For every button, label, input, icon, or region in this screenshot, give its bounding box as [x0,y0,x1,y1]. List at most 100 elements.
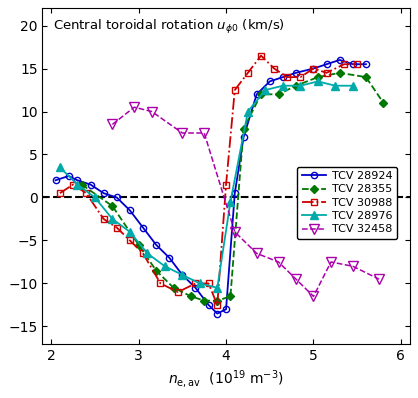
TCV 28924 [241,135,246,140]
TCV 28924 [293,70,298,75]
TCV 30988 [215,302,220,307]
TCV 28355 [136,242,141,247]
TCV 28976 [57,165,62,170]
TCV 28355 [110,204,115,209]
TCV 28924 [267,79,272,84]
TCV 30988 [355,62,360,66]
TCV 30988 [140,251,145,256]
TCV 30988 [127,238,133,243]
TCV 30988 [176,290,181,295]
TCV 28976 [110,217,115,221]
TCV 28924 [337,58,342,62]
TCV 30988 [71,182,76,187]
TCV 30988 [232,88,237,92]
TCV 28924 [350,62,355,66]
TCV 28355 [381,101,386,105]
TCV 28976 [298,83,303,88]
TCV 32458 [149,109,154,114]
TCV 32458 [377,277,382,281]
TCV 28355 [171,285,176,290]
Line: TCV 28976: TCV 28976 [56,78,357,292]
TCV 30988 [285,75,290,80]
TCV 32458 [180,131,185,135]
TCV 30988 [298,75,303,80]
TCV 28924 [224,307,229,312]
TCV 32458 [311,294,316,299]
TCV 30988 [101,217,106,221]
TCV 28355 [337,70,342,75]
Line: TCV 30988: TCV 30988 [57,53,360,308]
TCV 28924 [66,174,71,178]
TCV 32458 [232,230,237,234]
TCV 32458 [254,251,259,256]
TCV 28976 [333,83,338,88]
TCV 28355 [258,92,263,97]
TCV 28924 [215,311,220,316]
Legend: TCV 28924, TCV 28355, TCV 30988, TCV 28976, TCV 32458: TCV 28924, TCV 28355, TCV 30988, TCV 289… [297,167,397,239]
TCV 28976 [280,83,285,88]
TCV 30988 [158,281,163,286]
TCV 30988 [114,225,119,230]
TCV 28924 [140,225,145,230]
TCV 28355 [215,298,220,303]
TCV 28924 [232,191,237,195]
TCV 28924 [324,62,329,66]
TCV 28924 [206,302,211,307]
TCV 28976 [315,79,320,84]
TCV 32458 [350,264,355,269]
TCV 28355 [363,75,368,80]
TCV 28976 [350,83,355,88]
TCV 30988 [245,70,250,75]
TCV 28924 [363,62,368,66]
TCV 28976 [75,182,80,187]
TCV 28976 [180,273,185,277]
TCV 28976 [127,230,133,234]
TCV 30988 [84,191,89,195]
TCV 30988 [342,62,347,66]
TCV 32458 [110,122,115,127]
TCV 30988 [272,66,277,71]
TCV 28355 [202,298,207,303]
Line: TCV 32458: TCV 32458 [108,103,384,301]
TCV 28355 [276,92,281,97]
TCV 32458 [132,105,137,109]
TCV 32458 [293,277,298,281]
TCV 28924 [153,242,158,247]
TCV 32458 [329,259,334,264]
TCV 28976 [162,264,167,269]
TCV 28355 [293,83,298,88]
TCV 28976 [245,109,250,114]
TCV 30988 [324,70,329,75]
TCV 28924 [53,178,58,183]
TCV 28976 [145,251,150,256]
TCV 28924 [127,208,133,213]
TCV 28976 [215,285,220,290]
TCV 28924 [88,182,93,187]
TCV 30988 [57,191,62,195]
TCV 30988 [258,53,263,58]
TCV 28924 [167,255,172,260]
TCV 30988 [206,281,211,286]
TCV 28924 [254,92,259,97]
TCV 28924 [75,178,80,183]
TCV 28924 [114,195,119,200]
TCV 28355 [79,182,84,187]
Line: TCV 28355: TCV 28355 [79,70,387,304]
TCV 30988 [311,66,316,71]
TCV 28924 [311,66,316,71]
TCV 28976 [263,88,268,92]
TCV 28355 [228,294,233,299]
TCV 28976 [92,195,97,200]
TCV 28976 [197,281,202,286]
TCV 30988 [224,182,229,187]
TCV 28924 [180,273,185,277]
TCV 28924 [280,75,285,80]
TCV 28355 [153,268,158,273]
TCV 28355 [241,126,246,131]
TCV 28924 [193,285,198,290]
TCV 28924 [101,191,106,195]
TCV 30988 [193,281,198,286]
Text: Central toroidal rotation $u_{\phi0}$ (km/s): Central toroidal rotation $u_{\phi0}$ (k… [54,18,285,36]
Line: TCV 28924: TCV 28924 [52,57,369,317]
TCV 28976 [228,199,233,204]
